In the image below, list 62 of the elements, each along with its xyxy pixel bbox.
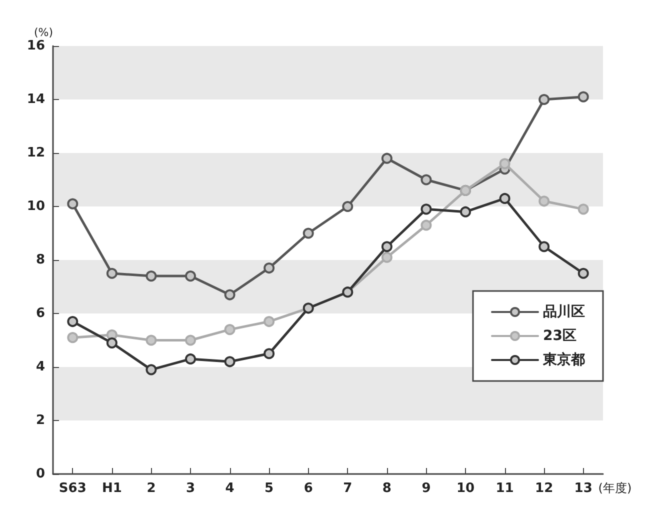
x-tick-label: 10 (456, 481, 475, 496)
x-tick-label: 5 (264, 481, 274, 496)
point (460, 206, 471, 218)
point (67, 316, 78, 328)
point (578, 204, 589, 215)
y-tick-label: 6 (36, 306, 45, 321)
x-axis-title: (年度) (598, 481, 632, 495)
point (264, 348, 275, 360)
point (538, 241, 550, 252)
x-tick-label: 2 (146, 481, 156, 496)
x-tick-label: 3 (186, 481, 196, 496)
point (578, 91, 589, 102)
legend-label: 品川区 (543, 304, 585, 320)
y-tick-label: 4 (36, 360, 45, 374)
x-tick-label: 11 (496, 481, 514, 496)
point (499, 158, 510, 170)
y-tick-label: 8 (36, 252, 45, 268)
point (67, 198, 78, 210)
y-tick-label: 0 (36, 466, 45, 482)
point (224, 289, 236, 300)
x-tick-label: 8 (382, 481, 392, 496)
point (264, 316, 275, 328)
x-tick-label: 12 (535, 481, 554, 496)
point (578, 268, 589, 279)
point (106, 268, 118, 279)
point (67, 332, 78, 344)
point (420, 174, 432, 186)
point (106, 337, 118, 348)
y-tick-label: 14 (26, 92, 45, 107)
point (381, 252, 392, 263)
point (146, 334, 157, 346)
legend-label: 23区 (543, 328, 576, 344)
x-tick-label: 7 (343, 481, 352, 496)
point (146, 364, 157, 376)
point (538, 94, 550, 105)
x-tick-label: 9 (422, 481, 431, 496)
point (185, 353, 196, 364)
y-tick-label: 10 (26, 199, 45, 214)
point (224, 324, 236, 336)
point (302, 228, 314, 239)
y-tick-label: 2 (36, 413, 45, 428)
x-tick-label: 4 (225, 481, 234, 496)
point (381, 241, 392, 252)
y-tick-label: 12 (26, 146, 45, 160)
legend-label: 東京都 (542, 351, 585, 368)
point (381, 152, 392, 164)
point (146, 270, 157, 282)
point (342, 201, 354, 212)
point (185, 270, 196, 282)
point (420, 220, 432, 231)
point (538, 196, 550, 207)
point (185, 334, 196, 346)
x-tick-label: 6 (304, 481, 313, 496)
point (499, 192, 510, 204)
point (224, 356, 236, 368)
y-tick-label: 16 (26, 38, 45, 54)
x-tick-label: H1 (102, 481, 122, 496)
point (420, 204, 432, 215)
point (264, 262, 275, 274)
x-tick-label: 13 (574, 481, 592, 496)
y-axis-title: (%) (34, 26, 53, 39)
x-tick-label: S63 (58, 481, 86, 496)
